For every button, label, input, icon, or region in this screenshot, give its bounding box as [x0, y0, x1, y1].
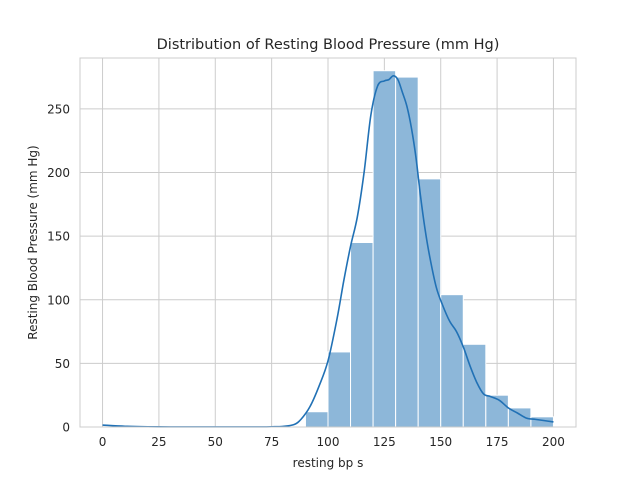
y-tick-label: 250	[47, 102, 70, 116]
x-tick-label: 175	[486, 435, 509, 449]
histogram-bar	[327, 351, 352, 428]
histogram-bars	[304, 70, 554, 428]
histogram-bar	[372, 70, 397, 428]
x-tick-label: 150	[429, 435, 452, 449]
y-tick-labels: 0 50 100 150 200 250	[47, 102, 70, 434]
histogram-bar	[485, 394, 509, 428]
y-tick-label: 200	[47, 166, 70, 180]
histogram-bar	[417, 178, 442, 428]
y-tick-label: 150	[47, 230, 70, 244]
x-tick-label: 0	[99, 435, 107, 449]
histogram-bar	[350, 242, 374, 428]
x-tick-label: 25	[151, 435, 166, 449]
x-tick-label: 100	[317, 435, 340, 449]
chart-title: Distribution of Resting Blood Pressure (…	[157, 37, 500, 53]
x-tick-label: 50	[208, 435, 223, 449]
x-tick-label: 125	[373, 435, 396, 449]
x-tick-label: 200	[542, 435, 565, 449]
y-tick-label: 50	[55, 357, 70, 371]
plot-frame	[79, 57, 577, 428]
x-tick-labels: 0 25 50 75 100 125 150 175 200	[99, 435, 565, 449]
histogram-bar	[395, 76, 419, 428]
y-axis-label: Resting Blood Pressure (mm Hg)	[26, 145, 40, 339]
y-tick-label: 100	[47, 293, 70, 307]
x-axis-label: resting bp s	[293, 456, 364, 470]
y-tick-label: 0	[62, 421, 70, 435]
x-tick-label: 75	[264, 435, 279, 449]
histogram-bar	[304, 411, 329, 428]
histogram-bar	[440, 294, 464, 428]
